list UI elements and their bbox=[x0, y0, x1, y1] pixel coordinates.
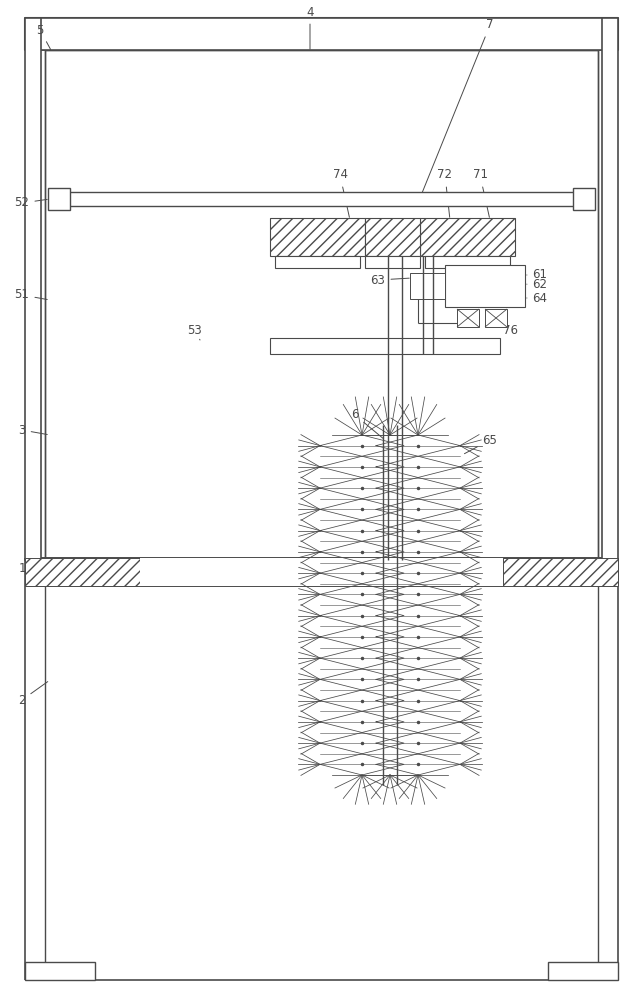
Text: 2: 2 bbox=[18, 682, 48, 706]
Text: 5: 5 bbox=[36, 23, 51, 50]
Text: 62: 62 bbox=[527, 278, 547, 292]
Bar bbox=[445, 265, 525, 307]
Bar bbox=[275, 256, 360, 268]
Bar bbox=[410, 273, 445, 299]
Bar bbox=[45, 50, 598, 560]
Text: 61: 61 bbox=[527, 268, 547, 282]
Bar bbox=[365, 256, 420, 268]
Bar bbox=[503, 558, 618, 586]
Bar bbox=[548, 962, 618, 980]
Bar bbox=[573, 188, 595, 210]
Bar bbox=[50, 192, 593, 206]
Text: 65: 65 bbox=[464, 434, 498, 454]
Bar bbox=[48, 188, 70, 210]
Bar bbox=[270, 218, 365, 256]
Text: 72: 72 bbox=[437, 168, 453, 217]
Text: 4: 4 bbox=[306, 5, 314, 49]
Text: 76: 76 bbox=[492, 324, 518, 344]
Text: 75: 75 bbox=[273, 342, 287, 355]
Text: 3: 3 bbox=[18, 424, 48, 436]
Bar bbox=[457, 309, 479, 327]
Bar bbox=[25, 18, 618, 50]
Text: 1: 1 bbox=[18, 562, 47, 574]
Bar bbox=[25, 18, 41, 560]
Text: 74: 74 bbox=[332, 168, 349, 217]
Text: 7: 7 bbox=[421, 18, 494, 195]
Text: 63: 63 bbox=[370, 273, 409, 286]
Text: 52: 52 bbox=[15, 196, 47, 210]
Bar bbox=[420, 218, 515, 256]
Bar bbox=[25, 962, 95, 980]
Bar bbox=[485, 309, 507, 327]
Bar bbox=[602, 18, 618, 560]
Bar bbox=[425, 256, 510, 268]
Text: 51: 51 bbox=[15, 288, 48, 302]
Bar bbox=[25, 558, 140, 586]
Bar bbox=[270, 338, 500, 354]
Text: 6: 6 bbox=[351, 408, 383, 438]
Bar bbox=[365, 218, 420, 256]
Text: 73: 73 bbox=[287, 253, 302, 266]
Text: 64: 64 bbox=[527, 292, 547, 304]
Bar bbox=[140, 558, 503, 586]
Text: 71: 71 bbox=[473, 168, 489, 217]
Text: 53: 53 bbox=[188, 324, 203, 340]
